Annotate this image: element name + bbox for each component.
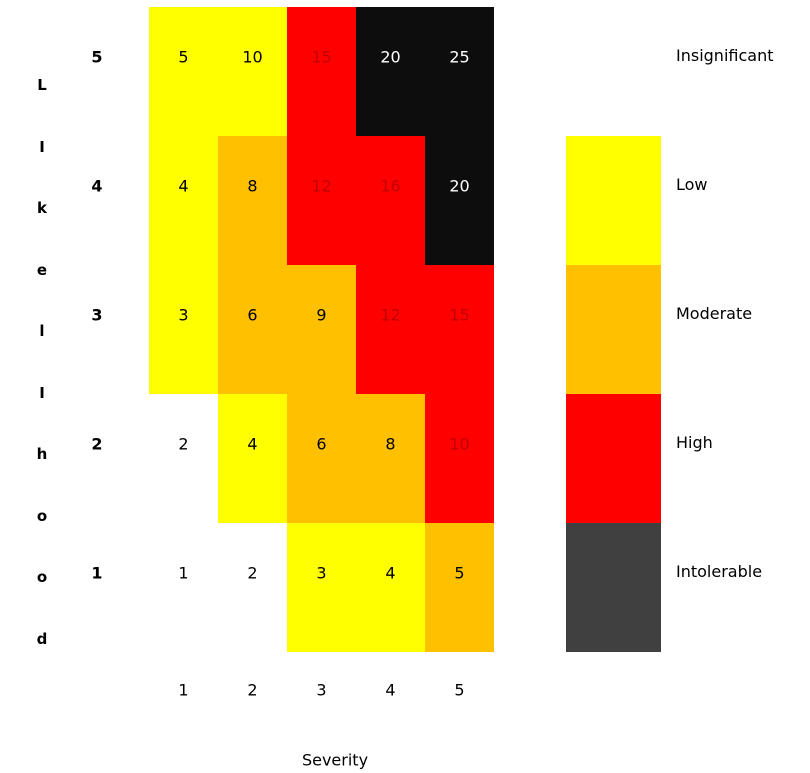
y-axis-title-letter: l <box>39 322 45 340</box>
heatmap-cell-value: 5 <box>454 563 465 583</box>
y-tick-label: 3 <box>91 305 103 325</box>
x-tick-label: 4 <box>385 680 396 700</box>
heatmap-cell <box>149 394 218 523</box>
heatmap-cell <box>149 7 218 136</box>
y-axis-title-letter: I <box>39 383 45 402</box>
y-axis-title-letter: I <box>39 137 45 156</box>
heatmap-cell <box>425 136 494 265</box>
y-axis-title-letter: o <box>36 568 48 586</box>
y-axis-title-letter: e <box>36 260 48 279</box>
heatmap-cell <box>356 523 425 652</box>
heatmap-cell <box>287 136 356 265</box>
heatmap-cell <box>218 523 287 652</box>
heatmap-cell-value: 16 <box>380 176 401 196</box>
heatmap-cell-value: 25 <box>449 47 470 67</box>
legend-label: Insignificant <box>676 46 774 65</box>
heatmap-cell <box>149 523 218 652</box>
heatmap-cell-value: 3 <box>178 305 189 325</box>
heatmap-cell-value: 2 <box>178 434 189 454</box>
y-tick-label: 1 <box>91 563 103 583</box>
y-axis-title-letter: o <box>36 506 48 525</box>
heatmap-cell <box>425 265 494 394</box>
heatmap-cell-value: 5 <box>178 47 189 67</box>
heatmap-cell-value: 12 <box>380 305 401 325</box>
x-tick-label: 1 <box>178 680 189 700</box>
y-axis-title-letter: k <box>37 199 47 217</box>
y-tick-label: 2 <box>91 434 103 454</box>
heatmap-cell <box>425 394 494 523</box>
heatmap-cell <box>218 7 287 136</box>
heatmap-cell-value: 20 <box>380 47 401 67</box>
heatmap-cell-value: 20 <box>449 176 470 196</box>
heatmap-cell-value: 2 <box>247 563 258 583</box>
legend-label: Low <box>676 175 708 194</box>
heatmap-cell <box>356 265 425 394</box>
heatmap-cell <box>218 394 287 523</box>
heatmap-cell-value: 9 <box>316 305 327 325</box>
heatmap-cell-value: 4 <box>247 434 258 454</box>
heatmap-cell-value: 4 <box>385 563 396 583</box>
heatmap-cell <box>287 523 356 652</box>
legend-label: Intolerable <box>676 562 763 581</box>
x-tick-label: 2 <box>247 680 258 700</box>
y-axis-title-letter: h <box>36 445 48 463</box>
heatmap-cell-value: 8 <box>385 434 396 454</box>
heatmap-cell <box>287 265 356 394</box>
heatmap-cell-value: 6 <box>316 434 327 454</box>
y-axis-title-letter: L <box>37 76 47 94</box>
heatmap-cell-value: 10 <box>449 434 470 454</box>
legend-swatch <box>566 523 661 652</box>
heatmap-cell <box>287 394 356 523</box>
legend-label: Moderate <box>676 304 753 323</box>
legend-swatch <box>566 136 661 265</box>
heatmap-cell-value: 12 <box>311 176 332 196</box>
heatmap-cell <box>356 136 425 265</box>
x-axis-title: Severity <box>301 750 369 770</box>
heatmap-cell-value: 10 <box>242 47 263 67</box>
heatmap-cell <box>149 136 218 265</box>
heatmap-cell-value: 3 <box>316 563 327 583</box>
heatmap-cell <box>218 136 287 265</box>
y-tick-label: 4 <box>91 176 103 196</box>
legend-swatch <box>566 265 661 394</box>
heatmap-cell-value: 4 <box>178 176 189 196</box>
x-tick-label: 3 <box>316 680 327 700</box>
legend-label: High <box>676 433 713 452</box>
heatmap-cell-value: 1 <box>178 563 189 583</box>
y-axis-title-letter: d <box>36 629 48 648</box>
heatmap-cell <box>356 7 425 136</box>
heatmap-cell-value: 6 <box>247 305 258 325</box>
heatmap-cell <box>425 7 494 136</box>
heatmap-cell <box>287 7 356 136</box>
legend-swatch <box>566 394 661 523</box>
y-tick-label: 5 <box>91 47 103 67</box>
heatmap-cell-value: 15 <box>449 305 470 325</box>
heatmap-cell <box>356 394 425 523</box>
heatmap-cell <box>149 265 218 394</box>
heatmap-cell-value: 15 <box>311 47 332 67</box>
heatmap-cell <box>218 265 287 394</box>
x-tick-label: 5 <box>454 680 465 700</box>
heatmap-cell <box>425 523 494 652</box>
heatmap-cell-value: 8 <box>247 176 258 196</box>
